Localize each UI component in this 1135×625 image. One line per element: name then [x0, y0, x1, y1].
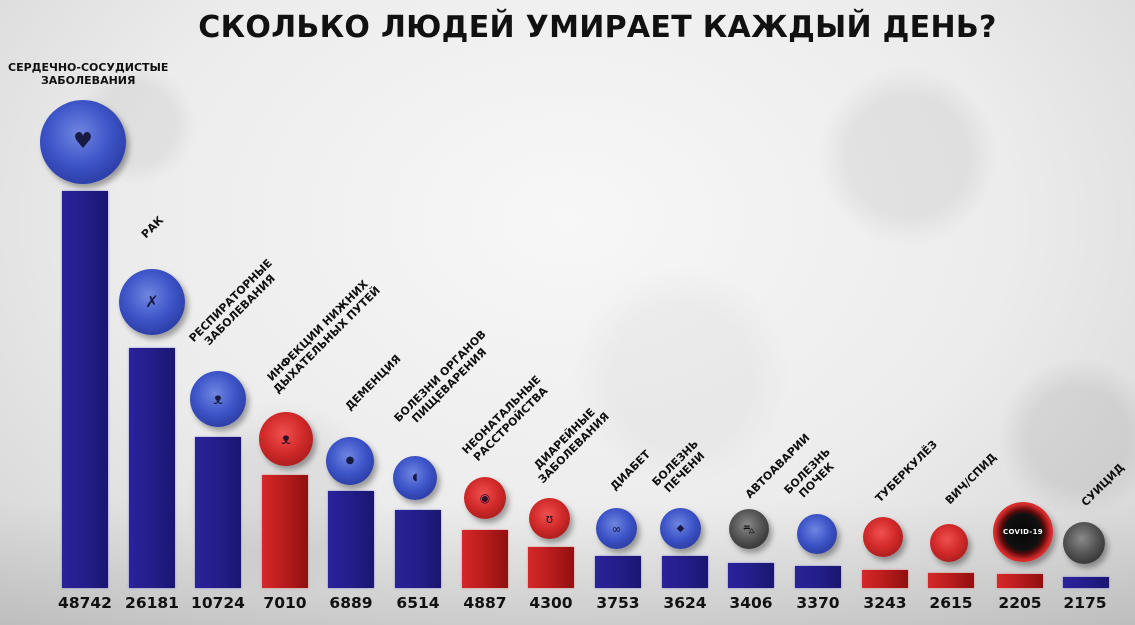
- pancreas-icon: ∞: [596, 508, 637, 549]
- label-dementia: ДЕМЕНЦИЯ: [342, 352, 404, 413]
- value-diabetes: 3753: [596, 594, 640, 612]
- value-cancer: 26181: [125, 594, 179, 612]
- label-digestive: БОЛЕЗНИ ОРГАНОВ ПИЩЕВАРЕНИЯ: [391, 327, 490, 426]
- brain-icon: ●: [326, 437, 374, 485]
- value-dementia: 6889: [329, 594, 373, 612]
- bar-column-neonatal: [462, 530, 508, 588]
- bar-column-cardiovascular: [62, 191, 108, 588]
- bacteria-icon: [863, 517, 903, 557]
- bar-column-road-accidents: [728, 563, 774, 588]
- bar-dementia: [328, 491, 374, 588]
- bar-respiratory: [195, 437, 241, 588]
- bar-column-diabetes: [595, 556, 641, 588]
- bar-column-tuberculosis: [862, 570, 908, 588]
- value-suicide: 2175: [1063, 594, 1107, 612]
- label-neonatal: НЕОНАТАЛЬНЫЕ РАССТРОЙСТВА: [459, 373, 551, 464]
- bar-column-respiratory: [195, 437, 241, 588]
- bar-column-hiv: [928, 573, 974, 588]
- label-cardiovascular: СЕРДЕЧНО-СОСУДИСТЫЕ ЗАБОЛЕВАНИЯ: [8, 61, 169, 87]
- kidney-icon: [797, 514, 837, 554]
- bar-diarrheal: [528, 547, 574, 588]
- value-covid: 2205: [998, 594, 1042, 612]
- bar-lower-respiratory: [262, 475, 308, 588]
- value-diarrheal: 4300: [529, 594, 573, 612]
- bar-column-kidney: [795, 566, 841, 588]
- baby-icon: ◉: [464, 477, 506, 519]
- intestine-icon: ʊ: [529, 498, 570, 539]
- value-hiv: 2615: [929, 594, 973, 612]
- value-road-accidents: 3406: [729, 594, 773, 612]
- bar-column-covid: [997, 574, 1043, 588]
- bar-liver: [662, 556, 708, 588]
- bar-cancer: [129, 348, 175, 588]
- value-neonatal: 4887: [463, 594, 507, 612]
- sphere-icon: [1063, 522, 1105, 564]
- label-diabetes: ДИАБЕТ: [607, 447, 654, 493]
- chart-title: СКОЛЬКО ЛЮДЕЙ УМИРАЕТ КАЖДЫЙ ДЕНЬ?: [198, 10, 997, 45]
- liver-icon: ◆: [660, 508, 701, 549]
- bar-column-digestive: [395, 510, 441, 588]
- bar-covid: [997, 574, 1043, 588]
- label-lower-respiratory: ИНФЕКЦИИ НИЖНИХ ДЫХАТЕЛЬНЫХ ПУТЕЙ: [264, 277, 383, 396]
- label-cancer: РАК: [138, 213, 167, 241]
- label-hiv: ВИЧ/СПИД: [942, 450, 1000, 507]
- bar-neonatal: [462, 530, 508, 588]
- car-icon: ⛍: [729, 509, 769, 549]
- bar-suicide: [1063, 577, 1109, 588]
- value-liver: 3624: [663, 594, 707, 612]
- lungs-icon: ᴥ: [259, 412, 313, 466]
- bar-column-diarrheal: [528, 547, 574, 588]
- label-respiratory: РЕСПИРАТОРНЫЕ ЗАБОЛЕВАНИЯ: [186, 256, 278, 348]
- value-kidney: 3370: [796, 594, 840, 612]
- value-cardiovascular: 48742: [58, 594, 112, 612]
- value-digestive: 6514: [396, 594, 440, 612]
- bar-cardiovascular: [62, 191, 108, 588]
- covid-icon: COVID-19: [993, 502, 1053, 562]
- bar-column-dementia: [328, 491, 374, 588]
- bar-road-accidents: [728, 563, 774, 588]
- ribbon-icon: ✗: [119, 269, 185, 335]
- stomach-icon: ◖: [393, 456, 437, 500]
- lungs-icon: ᴥ: [190, 371, 246, 427]
- bar-column-cancer: [129, 348, 175, 588]
- bar-column-liver: [662, 556, 708, 588]
- label-diarrheal: ДИАРЕЙНЫЕ ЗАБОЛЕВАНИЯ: [531, 405, 612, 486]
- label-tuberculosis: ТУБЕРКУЛЁЗ: [872, 437, 940, 505]
- bar-hiv: [928, 573, 974, 588]
- bar-kidney: [795, 566, 841, 588]
- value-respiratory: 10724: [191, 594, 245, 612]
- label-suicide: СУИЦИД: [1078, 460, 1127, 509]
- label-liver: БОЛЕЗНЬ ПЕЧЕНИ: [649, 437, 708, 496]
- bar-digestive: [395, 510, 441, 588]
- heart-icon: ♥: [40, 100, 126, 184]
- bar-tuberculosis: [862, 570, 908, 588]
- virus-icon: [930, 524, 968, 562]
- bar-diabetes: [595, 556, 641, 588]
- value-lower-respiratory: 7010: [263, 594, 307, 612]
- bar-column-lower-respiratory: [262, 475, 308, 588]
- value-tuberculosis: 3243: [863, 594, 907, 612]
- bar-column-suicide: [1063, 577, 1109, 588]
